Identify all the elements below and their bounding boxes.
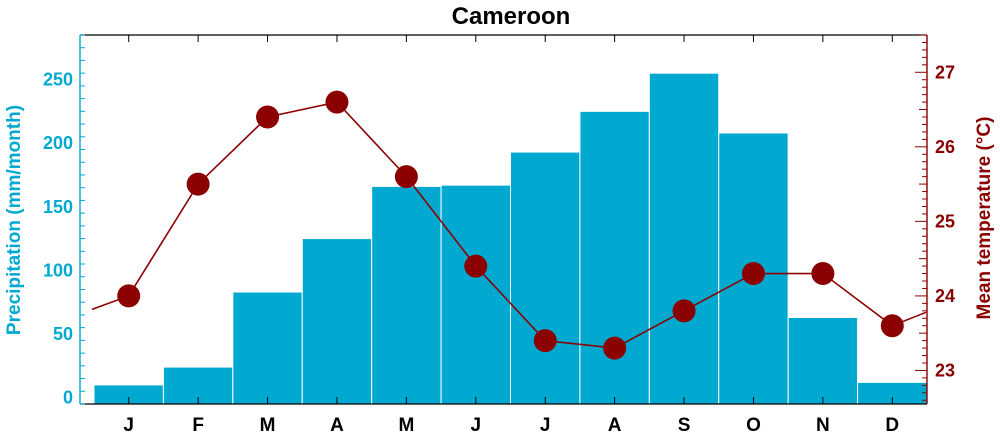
temp-marker-3 (256, 105, 280, 129)
precip-bar-6 (440, 184, 512, 405)
month-label: J (471, 415, 482, 435)
month-label: O (746, 415, 761, 435)
right-tick-label: 27 (935, 62, 955, 82)
temp-marker-10 (741, 262, 765, 286)
month-label: A (330, 415, 344, 435)
chart-title: Cameroon (452, 3, 571, 30)
right-tick-label: 25 (935, 211, 955, 231)
temp-marker-5 (394, 165, 418, 189)
temp-marker-6 (464, 254, 488, 278)
temperature-line (91, 101, 927, 349)
precipitation-bars (93, 72, 928, 405)
temp-marker-7 (533, 329, 557, 353)
month-label: F (192, 415, 204, 435)
precip-bar-5 (371, 185, 442, 405)
right-tick-label: 23 (935, 360, 955, 380)
temp-marker-12 (880, 314, 904, 338)
month-label: J (540, 415, 551, 435)
precip-bar-8 (579, 110, 650, 405)
month-label: A (608, 415, 622, 435)
month-label: N (816, 415, 830, 435)
precipitation-axis: 0 50 100 150 200 250 (43, 34, 85, 408)
temp-marker-8 (603, 336, 627, 360)
left-tick-label: 0 (63, 388, 73, 408)
temperature-axis: 23 24 25 26 27 (915, 34, 955, 401)
month-label: J (123, 415, 134, 435)
left-tick-label: 100 (43, 260, 73, 280)
precip-bar-3 (232, 291, 303, 405)
temperature-axis-label: Mean temperature (°C) (974, 117, 995, 320)
precip-bar-7 (510, 151, 581, 405)
month-label: M (260, 415, 276, 435)
left-tick-label: 50 (53, 324, 73, 344)
temp-marker-11 (811, 262, 835, 286)
temp-marker-2 (186, 172, 210, 196)
left-tick-label: 250 (43, 70, 73, 90)
precip-bar-4 (301, 238, 373, 405)
temp-marker-1 (117, 284, 141, 308)
temp-marker-9 (672, 299, 696, 323)
precipitation-axis-label: Precipitation (mm/month) (4, 105, 25, 335)
precip-bar-11 (787, 316, 859, 405)
month-label: M (398, 415, 414, 435)
right-tick-label: 26 (935, 137, 955, 157)
temperature-series (91, 90, 927, 360)
left-tick-label: 150 (43, 197, 73, 217)
precip-bar-9 (648, 72, 720, 405)
month-label: D (885, 415, 899, 435)
month-label: S (678, 415, 691, 435)
right-tick-label: 24 (935, 286, 955, 306)
temp-marker-4 (325, 90, 349, 114)
plot-frame (79, 34, 928, 405)
left-tick-label: 200 (43, 133, 73, 153)
